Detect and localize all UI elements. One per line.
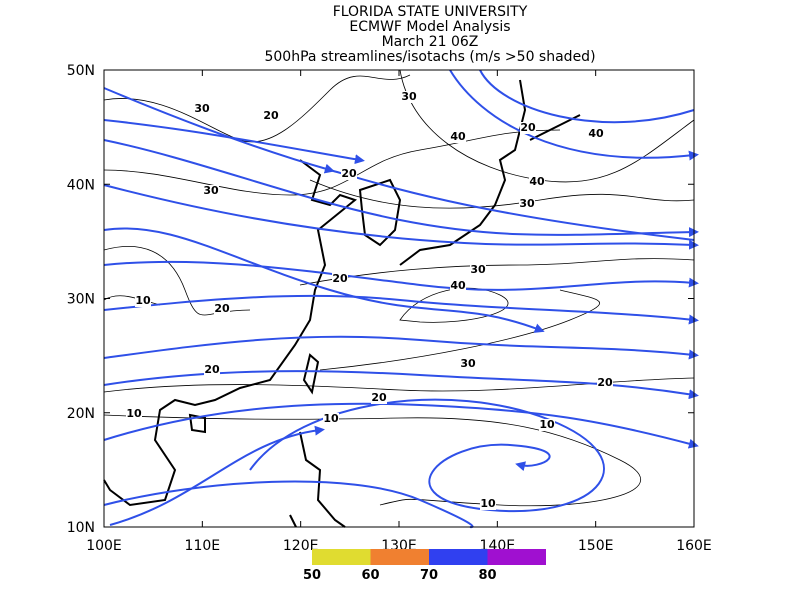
- streamlines: [103, 69, 699, 529]
- colorbar-segment: [370, 549, 429, 565]
- colorbar-label: 50: [303, 568, 321, 583]
- isotach-label: 30: [194, 102, 210, 115]
- colorbar-label: 60: [361, 568, 379, 583]
- isotach-label: 40: [588, 127, 604, 140]
- lat-label: 50N: [67, 63, 95, 79]
- colorbar-label: 70: [420, 568, 438, 583]
- header-line: March 21 06Z: [382, 34, 479, 50]
- lon-label: 100E: [86, 538, 122, 554]
- isotach-label: 40: [529, 175, 545, 188]
- isotach-label: 30: [470, 263, 486, 276]
- isotach-label-bg: [520, 122, 536, 134]
- isotach-label-bg: [194, 103, 210, 115]
- isotach-label-bg: [539, 419, 555, 431]
- isotach-label-bg: [135, 295, 151, 307]
- isotach-label-bg: [204, 364, 220, 376]
- colorbar-segment: [487, 549, 546, 565]
- colorbar-segment: [429, 549, 488, 565]
- isotach-label-bg: [519, 198, 535, 210]
- contours: [103, 69, 695, 507]
- isotach-label: 10: [126, 407, 142, 420]
- isotach-label: 40: [450, 130, 466, 143]
- colorbar: 50 60 70 80: [303, 549, 546, 583]
- isotach-label: 20: [214, 302, 230, 315]
- isotach-label: 40: [450, 279, 466, 292]
- isotach-label-bg: [460, 358, 476, 370]
- header-line: 500hPa streamlines/isotachs (m/s >50 sha…: [264, 49, 595, 65]
- colorbar-label: 80: [478, 568, 496, 583]
- lat-label: 10N: [67, 520, 95, 536]
- isotach-label: 20: [332, 272, 348, 285]
- isotach-label-bg: [450, 280, 466, 292]
- isotach-label-bg: [470, 264, 486, 276]
- isotach-label-bg: [341, 168, 357, 180]
- isotach-label-bg: [214, 303, 230, 315]
- lon-label: 120E: [283, 538, 319, 554]
- isotach-label: 20: [597, 376, 613, 389]
- isotach-label: 10: [539, 418, 555, 431]
- isotach-label-bg: [529, 176, 545, 188]
- isotach-label: 20: [204, 363, 220, 376]
- isotach-label: 20: [341, 167, 357, 180]
- lon-label: 160E: [676, 538, 712, 554]
- isotach-label: 20: [263, 109, 279, 122]
- map-frame: [103, 69, 695, 528]
- isotach-label-bg: [597, 377, 613, 389]
- isotach-label: 10: [323, 412, 339, 425]
- isotach-label-bg: [450, 131, 466, 143]
- header-line: ECMWF Model Analysis: [349, 19, 510, 35]
- isotach-label-bg: [332, 273, 348, 285]
- isotach-label-bg: [203, 185, 219, 197]
- colorbar-segment: [312, 549, 371, 565]
- isotach-label: 10: [135, 294, 151, 307]
- isotach-label-bg: [323, 413, 339, 425]
- isotach-labels: 30 20 30 20 40 40 20 30 40 30 30 20 40 10 20 30 20 20 20 10…: [126, 90, 613, 510]
- lat-label: 40N: [67, 177, 95, 193]
- isotach-label: 30: [401, 90, 417, 103]
- lat-label: 20N: [67, 406, 95, 422]
- isotach-label: 20: [520, 121, 536, 134]
- isotach-label: 30: [203, 184, 219, 197]
- isotach-label: 10: [480, 497, 496, 510]
- lon-label: 150E: [578, 538, 614, 554]
- isotach-label: 30: [460, 357, 476, 370]
- isotach-label-bg: [401, 91, 417, 103]
- isotach-label: 30: [519, 197, 535, 210]
- isotach-label-bg: [480, 498, 496, 510]
- lon-label: 110E: [185, 538, 221, 554]
- isotach-label-bg: [126, 408, 142, 420]
- isotach-label: 20: [371, 391, 387, 404]
- isotach-label-bg: [371, 392, 387, 404]
- isotach-label-bg: [263, 110, 279, 122]
- lat-label: 30N: [67, 292, 95, 308]
- isotach-label-bg: [588, 128, 604, 140]
- header-line: FLORIDA STATE UNIVERSITY: [333, 4, 528, 20]
